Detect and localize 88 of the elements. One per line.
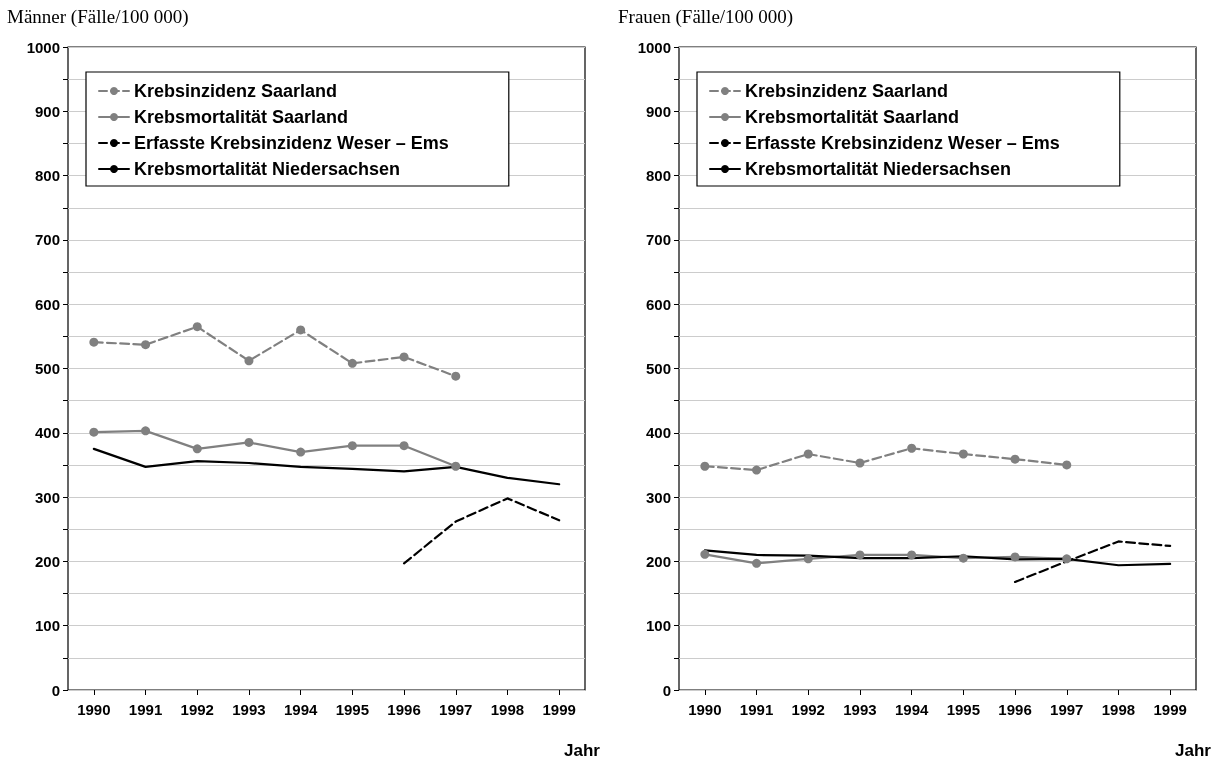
x-tick-label: 1996 <box>387 701 421 718</box>
point <box>700 549 710 559</box>
x-tick-label: 1998 <box>490 701 525 718</box>
x-tick-label: 1992 <box>180 701 214 718</box>
legend-label: Krebsinzidenz Saarland <box>134 81 338 101</box>
y-tick-label: 300 <box>34 488 60 506</box>
y-tick-label: 400 <box>645 424 671 442</box>
x-tick-label: 1997 <box>1050 701 1084 718</box>
y-tick-label: 700 <box>645 231 671 249</box>
point <box>958 449 968 459</box>
x-tick-label: 1990 <box>688 701 722 718</box>
point <box>752 465 762 475</box>
y-tick-label: 1000 <box>26 38 60 56</box>
point <box>1062 554 1072 564</box>
y-tick-label: 600 <box>34 295 60 313</box>
y-tick-label: 200 <box>34 552 60 570</box>
point <box>89 427 99 437</box>
y-tick-label: 900 <box>34 102 60 120</box>
point <box>907 550 917 560</box>
point <box>907 443 917 453</box>
point <box>347 441 357 451</box>
chart-title: Frauen (Fälle/100 000) <box>618 6 794 28</box>
x-tick-label: 1991 <box>739 701 774 718</box>
point <box>141 340 151 350</box>
point <box>1062 460 1072 470</box>
x-tick-label: 1995 <box>335 701 370 718</box>
point <box>347 358 357 368</box>
line-series <box>402 497 561 565</box>
y-tick-label: 800 <box>34 167 60 185</box>
point <box>399 352 409 362</box>
x-tick-label: 1994 <box>283 701 318 718</box>
x-tick-label: 1996 <box>998 701 1032 718</box>
y-tick-label: 700 <box>34 231 60 249</box>
legend-label: Krebsmortalität Saarland <box>745 107 960 127</box>
x-tick-label: 1993 <box>232 701 266 718</box>
y-tick-label: 100 <box>34 617 60 635</box>
x-tick-label: 1994 <box>894 701 929 718</box>
point <box>192 322 202 332</box>
point <box>244 356 254 366</box>
x-tick-label: 1998 <box>1101 701 1136 718</box>
point <box>752 558 762 568</box>
point <box>1010 454 1020 464</box>
legend-label: Krebsmortalität Niedersachsen <box>745 159 1012 179</box>
y-tick-label: 500 <box>645 360 671 377</box>
point <box>855 458 865 468</box>
point <box>700 461 710 471</box>
legend-label: Krebsmortalität Niedersachsen <box>134 159 401 179</box>
point <box>803 554 813 564</box>
x-tick-label: 1993 <box>843 701 877 718</box>
point <box>244 437 254 447</box>
y-tick-label: 0 <box>51 681 60 699</box>
point <box>451 461 461 471</box>
y-tick-label: 1000 <box>637 38 671 56</box>
point <box>296 325 306 335</box>
x-tick-label: 1999 <box>542 701 576 718</box>
x-axis-title: Jahr <box>564 741 601 760</box>
point <box>855 550 865 560</box>
legend-label: Krebsmortalität Saarland <box>134 107 349 127</box>
y-tick-label: 400 <box>34 424 60 442</box>
x-tick-label: 1995 <box>946 701 981 718</box>
y-tick-label: 500 <box>34 360 60 377</box>
x-tick-label: 1999 <box>1153 701 1187 718</box>
x-tick-label: 1990 <box>77 701 111 718</box>
y-tick-label: 100 <box>645 617 671 635</box>
y-tick-label: 200 <box>645 552 671 570</box>
point <box>803 449 813 459</box>
point <box>451 371 461 381</box>
y-tick-label: 800 <box>645 167 671 185</box>
x-tick-label: 1997 <box>439 701 473 718</box>
chart-title: Männer (Fälle/100 000) <box>7 6 189 28</box>
legend-label: Erfasste Krebsinzidenz Weser – Ems <box>134 133 449 153</box>
y-tick-label: 900 <box>645 102 671 120</box>
point <box>1010 552 1020 562</box>
point <box>399 441 409 451</box>
x-tick-label: 1992 <box>791 701 825 718</box>
x-tick-label: 1991 <box>128 701 163 718</box>
point <box>958 553 968 563</box>
y-tick-label: 300 <box>645 488 671 506</box>
x-axis-title: Jahr <box>1175 741 1212 760</box>
legend-label: Erfasste Krebsinzidenz Weser – Ems <box>745 133 1060 153</box>
legend-label: Krebsinzidenz Saarland <box>745 81 949 101</box>
point <box>89 337 99 347</box>
line-series <box>92 447 561 486</box>
point <box>192 444 202 454</box>
y-tick-label: 0 <box>662 681 671 699</box>
point <box>296 447 306 457</box>
y-tick-label: 600 <box>645 295 671 313</box>
point <box>141 426 151 436</box>
